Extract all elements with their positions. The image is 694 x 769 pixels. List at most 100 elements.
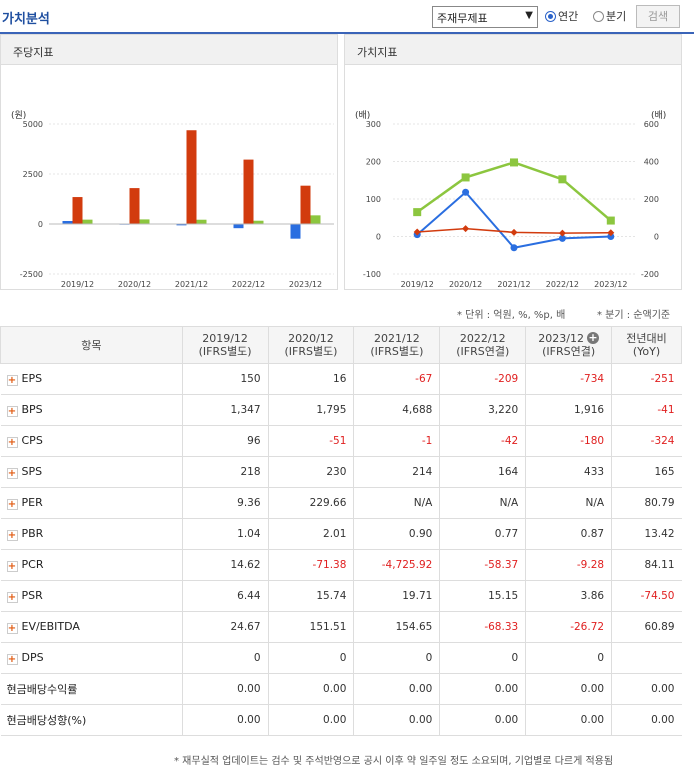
expand-icon[interactable]: +	[6, 530, 18, 541]
table-row: + PCR 14.62 -71.38 -4,725.92 -58.37 -9.28 84.11	[0, 549, 682, 581]
table-cell: -42	[439, 425, 527, 457]
expand-icon[interactable]: +	[6, 437, 18, 448]
expand-icon[interactable]: +	[6, 375, 18, 386]
data-point	[462, 188, 470, 196]
row-label[interactable]: + PSR	[0, 580, 183, 612]
table-cell: N/A	[525, 487, 613, 519]
table-cell: -71.38	[268, 549, 355, 581]
right-tick-label: 200	[644, 195, 659, 204]
expand-icon[interactable]: +	[6, 468, 18, 479]
x-tick-label: 2022/12	[232, 280, 265, 289]
data-point	[413, 208, 422, 217]
table-cell: 0.00	[611, 704, 682, 736]
row-label[interactable]: + BPS	[0, 394, 183, 426]
x-tick-label: 2021/12	[175, 280, 208, 289]
right-tick-label: 400	[644, 158, 659, 167]
row-label[interactable]: + SPS	[0, 456, 183, 488]
x-tick-label: 2023/12	[594, 280, 627, 289]
row-label[interactable]: + EV/EBITDA	[0, 611, 183, 643]
table-cell: 96	[182, 425, 269, 457]
data-point	[462, 225, 470, 233]
radio-unselected-icon	[593, 11, 604, 22]
bar-sps	[196, 219, 207, 224]
row-label-text: PBR	[21, 527, 44, 540]
table-cell: 0	[439, 642, 527, 674]
x-tick-label: 2020/12	[118, 280, 151, 289]
valuation-table: 항목 2019/12 (IFRS별도) 2020/12 (IFRS별도) 2021/…	[0, 326, 682, 736]
quarter-note: * 분기 : 순액기준	[597, 310, 671, 321]
table-row: + SPS 218 230 214 164 433 165	[0, 456, 682, 488]
bar-bps	[129, 188, 140, 224]
table-cell: 1,916	[525, 394, 613, 426]
row-label[interactable]: + EPS	[0, 363, 183, 395]
table-cell: 1,347	[182, 394, 269, 426]
table-cell: 4,688	[353, 394, 441, 426]
table-cell: -58.37	[439, 549, 527, 581]
bar-bps	[300, 185, 311, 224]
table-cell: 165	[611, 456, 682, 488]
row-label-text: EPS	[21, 372, 43, 385]
table-cell: 164	[439, 456, 527, 488]
table-cell: 154.65	[353, 611, 441, 643]
row-label-text: CPS	[21, 434, 43, 447]
col-yoy: 전년대비 (YoY)	[611, 326, 682, 364]
table-cell: 0.00	[182, 704, 269, 736]
right-axis-unit: (배)	[651, 110, 666, 121]
table-row: 현금배당성향(%) 0.00 0.00 0.00 0.00 0.00 0.00	[0, 704, 682, 736]
col-header: 2023/12 + (IFRS연결)	[525, 326, 613, 364]
data-point	[461, 173, 470, 182]
table-cell: -41	[611, 394, 682, 426]
table-header-row: 항목 2019/12 (IFRS별도) 2020/12 (IFRS별도) 2021/…	[0, 326, 682, 364]
col-header: 2021/12 (IFRS별도)	[353, 326, 441, 364]
data-point	[606, 216, 615, 225]
expand-icon[interactable]: +	[6, 623, 18, 634]
table-cell: 19.71	[353, 580, 441, 612]
table-row: + PSR 6.44 15.74 19.71 15.15 3.86 -74.50	[0, 580, 682, 612]
table-row: + PBR 1.04 2.01 0.90 0.77 0.87 13.42	[0, 518, 682, 550]
table-cell: -734	[525, 363, 613, 395]
row-label: 현금배당성향(%)	[0, 704, 183, 736]
table-cell: 0	[353, 642, 441, 674]
expand-icon[interactable]: +	[6, 592, 18, 603]
table-cell: 15.74	[268, 580, 355, 612]
table-cell: 0.77	[439, 518, 527, 550]
statement-select[interactable]: 주재무제표 ▼	[432, 6, 538, 28]
footnote: * 재무실적 업데이트는 검수 및 주석반영으로 공시 이후 약 일주일 정도 …	[174, 756, 614, 767]
bar-bps	[72, 197, 83, 224]
bar-sps	[310, 215, 321, 224]
chevron-down-icon: ▼	[525, 10, 533, 21]
table-cell: -209	[439, 363, 527, 395]
row-label[interactable]: + DPS	[0, 642, 183, 674]
radio-quarterly[interactable]: 분기	[593, 8, 626, 24]
y-tick-label: 5000	[23, 120, 43, 129]
row-label[interactable]: + PBR	[0, 518, 183, 550]
table-cell: 0.00	[353, 673, 441, 705]
table-cell: 0.87	[525, 518, 613, 550]
radio-annual[interactable]: 연간	[545, 8, 578, 24]
left-tick-label: -100	[363, 270, 381, 279]
add-column-icon[interactable]: +	[586, 331, 599, 344]
expand-icon[interactable]: +	[6, 406, 18, 417]
table-cell: 218	[182, 456, 269, 488]
right-tick-label: 600	[644, 120, 659, 129]
table-cell: 16	[268, 363, 355, 395]
table-cell: 80.79	[611, 487, 682, 519]
expand-icon[interactable]: +	[6, 654, 18, 665]
row-label[interactable]: + PER	[0, 487, 183, 519]
statement-select-value: 주재무제표	[437, 12, 488, 25]
search-button[interactable]: 검색	[636, 5, 680, 28]
radio-quarterly-label: 분기	[606, 10, 627, 23]
unit-note: * 단위 : 억원, %, %p, 배	[457, 310, 566, 321]
expand-icon[interactable]: +	[6, 499, 18, 510]
table-row: + EPS 150 16 -67 -209 -734 -251	[0, 363, 682, 395]
table-cell: -324	[611, 425, 682, 457]
left-tick-label: 300	[366, 120, 381, 129]
table-cell: 2.01	[268, 518, 355, 550]
left-tick-label: 100	[366, 195, 381, 204]
table-cell: 1,795	[268, 394, 355, 426]
row-label[interactable]: + CPS	[0, 425, 183, 457]
expand-icon[interactable]: +	[6, 561, 18, 572]
row-label[interactable]: + PCR	[0, 549, 183, 581]
table-row: + CPS 96 -51 -1 -42 -180 -324	[0, 425, 682, 457]
valuation-chart-panel: 가치지표 (배) (배) 300 200 100 0 -100 600 400 200 0 -200 2…	[344, 34, 682, 290]
